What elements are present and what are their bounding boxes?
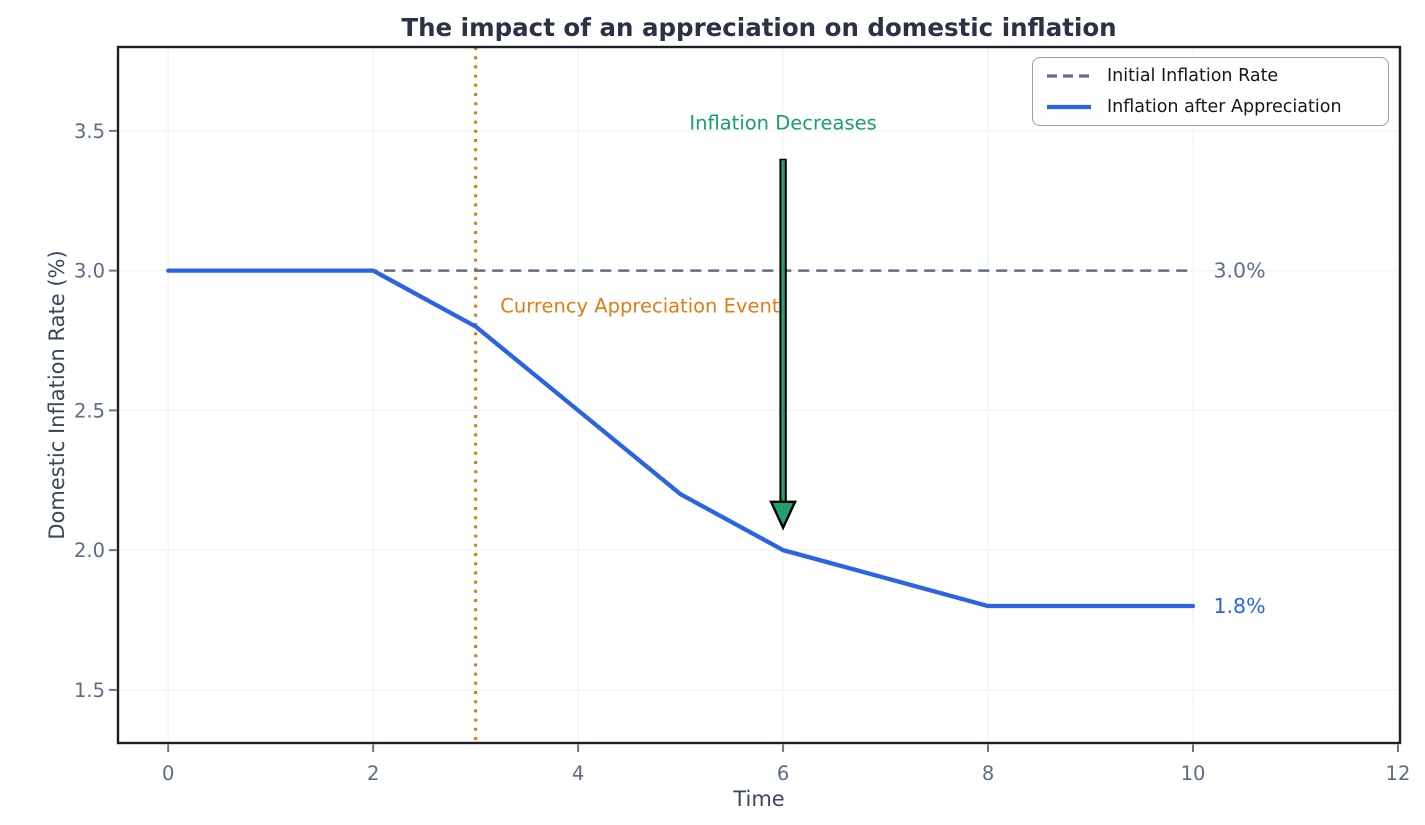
- y-axis-label: Domestic Inflation Rate (%): [45, 250, 69, 539]
- plot-frame: [116, 45, 1402, 745]
- x-tick-label: 4: [572, 762, 584, 785]
- dashed-line-swatch-icon: [1047, 74, 1091, 78]
- annotation-currency-appreciation-event: Currency Appreciation Event: [500, 295, 780, 318]
- x-tick-label: 2: [367, 762, 379, 785]
- y-tick-label: 3.0: [74, 260, 105, 283]
- label-initial-rate-value: 3.0%: [1213, 259, 1265, 283]
- x-tick-label: 8: [982, 762, 994, 785]
- solid-line-swatch-icon: [1047, 104, 1091, 110]
- y-tick-label: 1.5: [74, 679, 105, 702]
- arrow-head-icon: [769, 500, 797, 531]
- legend-label-after: Inflation after Appreciation: [1107, 97, 1342, 117]
- x-tick-label: 12: [1386, 762, 1411, 785]
- legend-item-initial-inflation-rate: Initial Inflation Rate: [1045, 61, 1388, 91]
- legend-item-inflation-after-appreciation: Inflation after Appreciation: [1045, 92, 1388, 122]
- gridlines: [118, 47, 1400, 743]
- x-axis-label: Time: [732, 787, 784, 811]
- y-tick-label: 2.5: [74, 399, 105, 422]
- annotation-inflation-decreases: Inflation Decreases: [689, 111, 876, 134]
- axis-tick-labels: 0 2 4 6 8 10 12 1.5 2.0 2.5 3.0 3.5: [74, 120, 1410, 785]
- legend-label-initial: Initial Inflation Rate: [1107, 66, 1279, 86]
- x-tick-label: 0: [162, 762, 174, 785]
- y-tick-label: 2.0: [74, 539, 105, 562]
- axis-tick-marks: [109, 129, 1399, 752]
- x-tick-label: 6: [777, 762, 789, 785]
- label-final-rate-value: 1.8%: [1213, 594, 1265, 618]
- legend: Initial Inflation Rate Inflation after A…: [1032, 57, 1389, 126]
- y-tick-label: 3.5: [74, 120, 105, 143]
- x-tick-label: 10: [1181, 762, 1206, 785]
- inflation-after-appreciation-line: [166, 268, 1196, 609]
- inflation-decrease-arrow: [769, 158, 797, 531]
- chart-title: The impact of an appreciation on domesti…: [401, 13, 1116, 42]
